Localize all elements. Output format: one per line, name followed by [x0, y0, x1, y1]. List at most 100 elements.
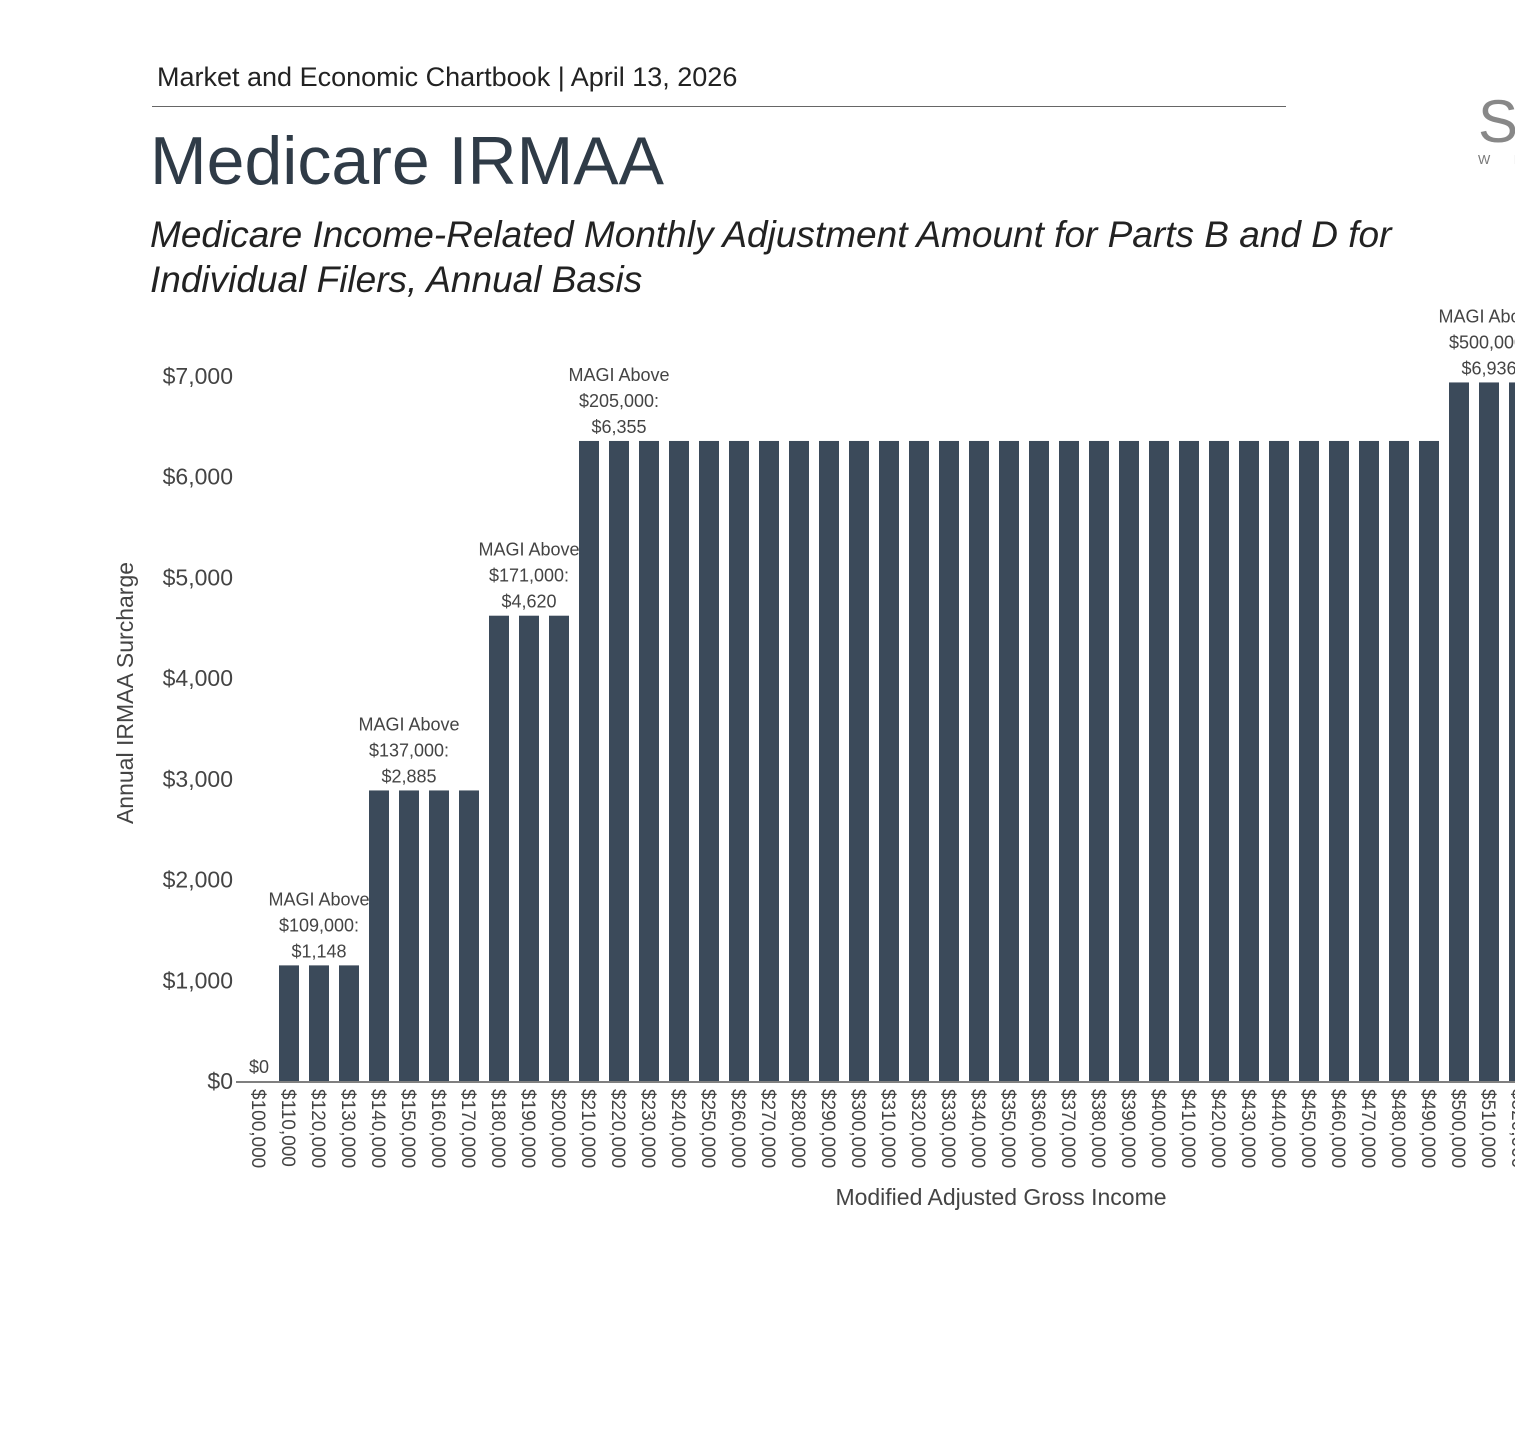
company-logo: S W E	[1478, 88, 1515, 168]
data-label: MAGI Above	[568, 365, 669, 385]
bar	[369, 790, 389, 1081]
x-tick-label: $350,000	[997, 1089, 1018, 1168]
x-tick-label: $110,000	[277, 1089, 298, 1167]
data-label: $109,000:	[279, 915, 359, 935]
bar	[699, 440, 719, 1082]
bar	[1089, 440, 1109, 1082]
x-tick-label: $430,000	[1237, 1089, 1258, 1168]
header-divider	[152, 106, 1286, 107]
bar	[309, 965, 329, 1081]
x-axis-title: Modified Adjusted Gross Income	[835, 1184, 1166, 1210]
bar	[579, 440, 599, 1082]
bar	[1509, 382, 1515, 1082]
bar	[489, 615, 509, 1081]
x-tick-label: $170,000	[457, 1089, 478, 1168]
x-tick-label: $360,000	[1027, 1089, 1048, 1168]
page-title: Medicare IRMAA	[150, 123, 664, 199]
bar	[1359, 440, 1379, 1082]
data-label: MAGI Above	[478, 540, 579, 560]
bar	[939, 440, 959, 1082]
bar	[1389, 440, 1409, 1082]
x-tick-label: $300,000	[847, 1089, 868, 1168]
data-label: $4,620	[501, 592, 556, 612]
data-label: MAGI Above	[358, 714, 459, 734]
x-tick-label: $180,000	[487, 1089, 508, 1168]
data-label: $137,000:	[369, 740, 449, 760]
x-tick-label: $320,000	[907, 1089, 928, 1168]
bar	[789, 440, 809, 1082]
x-tick-label: $260,000	[727, 1089, 748, 1168]
bar	[909, 440, 929, 1082]
x-tick-label: $400,000	[1147, 1089, 1168, 1168]
bar	[1029, 440, 1049, 1082]
y-tick-label: $6,000	[163, 464, 233, 490]
x-tick-label: $210,000	[577, 1089, 598, 1168]
data-label: $171,000:	[489, 566, 569, 586]
x-tick-label: $160,000	[427, 1089, 448, 1168]
bar	[1299, 440, 1319, 1082]
bar	[279, 965, 299, 1081]
y-tick-label: $0	[207, 1068, 233, 1094]
y-tick-label: $1,000	[163, 967, 233, 993]
bar	[1059, 440, 1079, 1082]
x-tick-label: $480,000	[1387, 1089, 1408, 1168]
bar	[1269, 440, 1289, 1082]
y-tick-label: $2,000	[163, 867, 233, 893]
x-tick-label: $280,000	[787, 1089, 808, 1168]
chart-subtitle: Medicare Income-Related Monthly Adjustme…	[150, 214, 1392, 300]
bar	[849, 440, 869, 1082]
x-tick-label: $410,000	[1177, 1089, 1198, 1168]
bar	[729, 440, 749, 1082]
x-tick-label: $250,000	[697, 1089, 718, 1168]
x-tick-label: $330,000	[937, 1089, 958, 1168]
x-tick-label: $290,000	[817, 1089, 838, 1168]
bar	[759, 440, 779, 1082]
x-tick-label: $390,000	[1117, 1089, 1138, 1168]
x-tick-label: $450,000	[1297, 1089, 1318, 1168]
bar	[1209, 440, 1229, 1082]
bar	[1419, 440, 1439, 1082]
bar	[1119, 440, 1139, 1082]
x-tick-label: $310,000	[877, 1089, 898, 1168]
bar	[429, 790, 449, 1081]
y-tick-label: $7,000	[163, 363, 233, 389]
bar	[1479, 382, 1499, 1082]
bar	[819, 440, 839, 1082]
data-label: $6,936	[1461, 358, 1515, 378]
data-label: $205,000:	[579, 391, 659, 411]
x-tick-label: $200,000	[547, 1089, 568, 1168]
x-tick-label: $150,000	[397, 1089, 418, 1168]
bar	[669, 440, 689, 1082]
x-tick-label: $420,000	[1207, 1089, 1228, 1168]
x-tick-label: $220,000	[607, 1089, 628, 1168]
x-tick-label: $130,000	[337, 1089, 358, 1168]
x-tick-label: $370,000	[1057, 1089, 1078, 1168]
x-tick-label: $490,000	[1417, 1089, 1438, 1168]
data-label: $1,148	[291, 941, 346, 961]
bar	[1149, 440, 1169, 1082]
y-axis-title: Annual IRMAA Surcharge	[112, 562, 138, 824]
data-label: MAGI Above	[268, 889, 369, 909]
bar	[1239, 440, 1259, 1082]
x-tick-label: $340,000	[967, 1089, 988, 1168]
x-tick-label: $440,000	[1267, 1089, 1288, 1168]
bar	[1449, 382, 1469, 1082]
x-tick-label: $510,000	[1477, 1089, 1498, 1168]
x-tick-label: $190,000	[517, 1089, 538, 1168]
x-tick-label: $520,000	[1507, 1089, 1515, 1168]
bar	[999, 440, 1019, 1082]
bar	[639, 440, 659, 1082]
x-tick-label: $140,000	[367, 1089, 388, 1168]
chartbook-header: Market and Economic Chartbook | April 13…	[157, 62, 738, 92]
x-tick-label: $470,000	[1357, 1089, 1378, 1168]
x-tick-label: $500,000	[1447, 1089, 1468, 1168]
x-tick-label: $380,000	[1087, 1089, 1108, 1168]
bar	[399, 790, 419, 1081]
x-tick-label: $460,000	[1327, 1089, 1348, 1168]
x-tick-label: $230,000	[637, 1089, 658, 1168]
bar	[519, 615, 539, 1081]
x-tick-label: $240,000	[667, 1089, 688, 1168]
bar	[549, 615, 569, 1081]
y-tick-label: $5,000	[163, 564, 233, 590]
